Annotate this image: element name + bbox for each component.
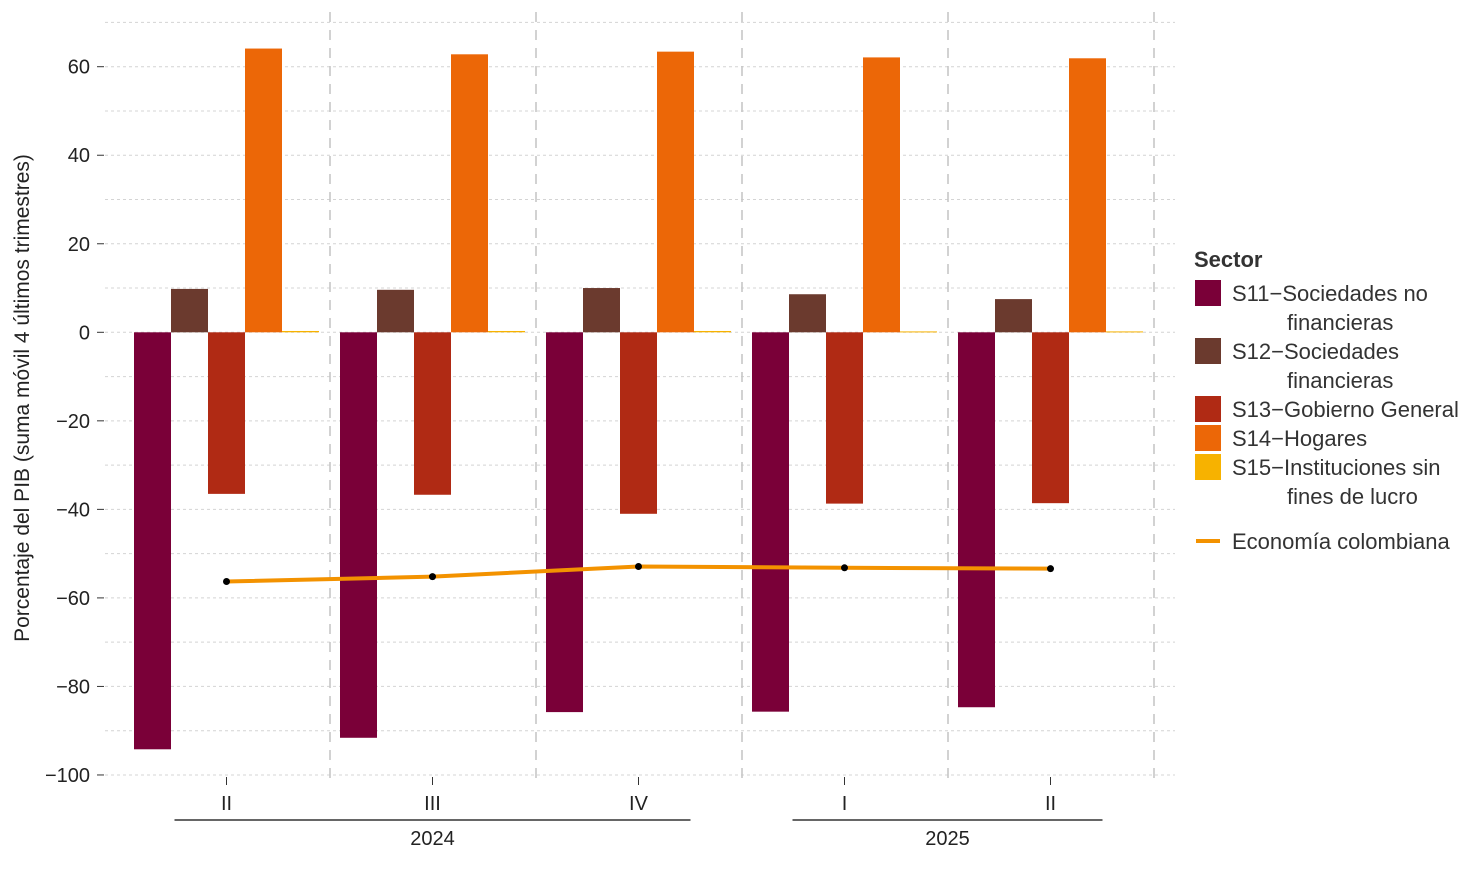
bar bbox=[1106, 331, 1143, 333]
legend-title: Sector bbox=[1194, 247, 1263, 272]
line-point bbox=[841, 564, 848, 572]
bar bbox=[546, 332, 583, 713]
y-tick-label: −80 bbox=[56, 676, 90, 698]
legend-label: fines de lucro bbox=[1287, 484, 1418, 509]
legend: Sector S11−Sociedades no financieras S12−So… bbox=[1194, 247, 1459, 554]
line-point bbox=[1047, 565, 1054, 573]
legend-label: financieras bbox=[1287, 310, 1393, 335]
bar bbox=[995, 299, 1032, 333]
bar bbox=[620, 332, 657, 514]
bar bbox=[826, 332, 863, 504]
bar bbox=[900, 331, 937, 333]
year-label: 2025 bbox=[925, 828, 970, 850]
bar bbox=[282, 330, 319, 333]
bar bbox=[583, 288, 620, 333]
bar bbox=[171, 288, 208, 333]
bar bbox=[1032, 332, 1069, 504]
bar bbox=[340, 332, 377, 738]
y-tick-label: 60 bbox=[68, 57, 90, 79]
bar bbox=[414, 332, 451, 495]
legend-label: financieras bbox=[1287, 368, 1393, 393]
bar bbox=[377, 289, 414, 333]
legend-swatch bbox=[1195, 396, 1221, 422]
legend-label: S13−Gobierno General bbox=[1232, 397, 1459, 422]
legend-swatch bbox=[1195, 280, 1221, 306]
x-tick-label: II bbox=[1045, 793, 1056, 815]
bar bbox=[134, 332, 171, 750]
bar bbox=[863, 57, 900, 333]
bar bbox=[451, 54, 488, 333]
legend-swatch bbox=[1195, 425, 1221, 451]
line-point bbox=[223, 578, 230, 586]
line-point bbox=[429, 573, 436, 581]
legend-swatch bbox=[1195, 454, 1221, 480]
legend-label: S11−Sociedades no bbox=[1232, 281, 1428, 306]
line-point bbox=[635, 562, 642, 570]
y-tick-label: 40 bbox=[68, 145, 90, 167]
x-tick-label: III bbox=[424, 793, 441, 815]
bar bbox=[208, 332, 245, 494]
x-tick-label: I bbox=[842, 793, 848, 815]
bar bbox=[245, 48, 282, 333]
y-tick-label: −60 bbox=[56, 588, 90, 610]
legend-label: S14−Hogares bbox=[1232, 426, 1367, 451]
y-axis-label: Porcentaje del PIB (suma móvil 4 últimos… bbox=[11, 154, 34, 642]
legend-label: S12−Sociedades bbox=[1232, 339, 1399, 364]
line-series bbox=[223, 562, 1054, 586]
legend-label: Economía colombiana bbox=[1232, 529, 1450, 554]
y-tick-label: 20 bbox=[68, 234, 90, 256]
y-tick-label: −40 bbox=[56, 499, 90, 521]
bar bbox=[752, 332, 789, 712]
bar bbox=[694, 330, 731, 333]
y-tick-label: 0 bbox=[79, 322, 90, 344]
bar bbox=[488, 330, 525, 333]
x-tick-label: II bbox=[221, 793, 232, 815]
bars bbox=[134, 48, 1143, 750]
legend-label: S15−Instituciones sin bbox=[1232, 455, 1441, 480]
y-tick-label: −100 bbox=[45, 765, 90, 787]
bar bbox=[958, 332, 995, 708]
x-tick-label: IV bbox=[629, 793, 649, 815]
legend-swatch bbox=[1195, 338, 1221, 364]
year-label: 2024 bbox=[410, 828, 455, 850]
bar bbox=[1069, 58, 1106, 333]
bar bbox=[789, 294, 826, 333]
bar bbox=[657, 51, 694, 333]
y-tick-label: −20 bbox=[56, 411, 90, 433]
